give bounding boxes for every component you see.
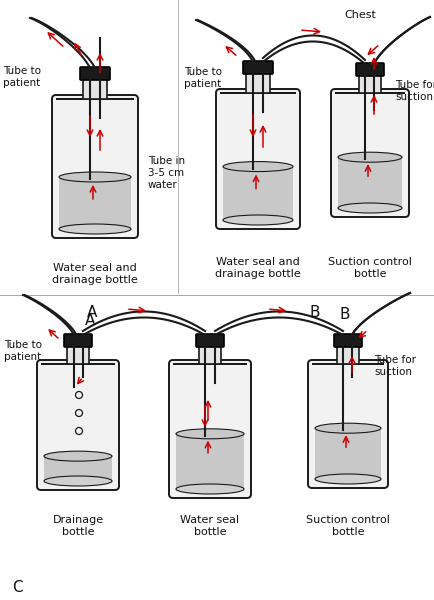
FancyBboxPatch shape bbox=[52, 95, 138, 238]
FancyBboxPatch shape bbox=[64, 334, 92, 347]
Ellipse shape bbox=[314, 474, 380, 484]
Bar bbox=[223, 167, 293, 222]
FancyBboxPatch shape bbox=[80, 67, 110, 80]
Text: Tube for
suction: Tube for suction bbox=[394, 80, 434, 101]
FancyBboxPatch shape bbox=[355, 63, 383, 76]
Text: Water seal
bottle: Water seal bottle bbox=[180, 515, 239, 536]
Ellipse shape bbox=[314, 423, 380, 433]
Ellipse shape bbox=[337, 152, 401, 162]
Text: B: B bbox=[339, 307, 349, 322]
Text: Tube to
patient: Tube to patient bbox=[184, 67, 221, 89]
Text: Suction control
bottle: Suction control bottle bbox=[306, 515, 389, 536]
Bar bbox=[358, 75, 380, 93]
FancyBboxPatch shape bbox=[37, 360, 119, 490]
Ellipse shape bbox=[223, 161, 293, 172]
Ellipse shape bbox=[44, 476, 112, 486]
Text: A: A bbox=[85, 313, 95, 328]
Ellipse shape bbox=[176, 484, 243, 494]
FancyBboxPatch shape bbox=[333, 334, 361, 347]
FancyBboxPatch shape bbox=[169, 360, 250, 498]
Bar bbox=[246, 73, 270, 93]
Text: Tube to
patient: Tube to patient bbox=[4, 340, 42, 362]
Text: Tube for
suction: Tube for suction bbox=[373, 355, 415, 377]
Bar bbox=[314, 428, 380, 481]
Text: Chest: Chest bbox=[343, 10, 375, 20]
Text: C: C bbox=[12, 580, 23, 595]
Bar bbox=[59, 177, 131, 231]
Bar bbox=[83, 79, 107, 99]
Ellipse shape bbox=[59, 224, 131, 234]
Bar bbox=[337, 157, 401, 210]
FancyBboxPatch shape bbox=[196, 334, 224, 347]
Text: A: A bbox=[87, 305, 97, 320]
Text: Water seal and
drainage bottle: Water seal and drainage bottle bbox=[52, 263, 138, 284]
Bar bbox=[336, 346, 358, 364]
Text: Suction control
bottle: Suction control bottle bbox=[327, 257, 411, 278]
FancyBboxPatch shape bbox=[330, 89, 408, 217]
Text: Tube in
3-5 cm
water: Tube in 3-5 cm water bbox=[148, 157, 185, 190]
FancyBboxPatch shape bbox=[243, 61, 273, 74]
Text: Drainage
bottle: Drainage bottle bbox=[53, 515, 103, 536]
Bar bbox=[67, 346, 89, 364]
Text: Water seal and
drainage bottle: Water seal and drainage bottle bbox=[215, 257, 300, 278]
Ellipse shape bbox=[59, 172, 131, 182]
Ellipse shape bbox=[223, 215, 293, 225]
Text: Tube to
patient: Tube to patient bbox=[3, 66, 41, 88]
FancyBboxPatch shape bbox=[216, 89, 299, 229]
Ellipse shape bbox=[176, 429, 243, 439]
Bar bbox=[44, 456, 112, 483]
Bar bbox=[176, 434, 243, 491]
Ellipse shape bbox=[44, 451, 112, 461]
Bar bbox=[198, 346, 220, 364]
Text: B: B bbox=[309, 305, 319, 320]
Ellipse shape bbox=[337, 203, 401, 213]
FancyBboxPatch shape bbox=[307, 360, 387, 488]
